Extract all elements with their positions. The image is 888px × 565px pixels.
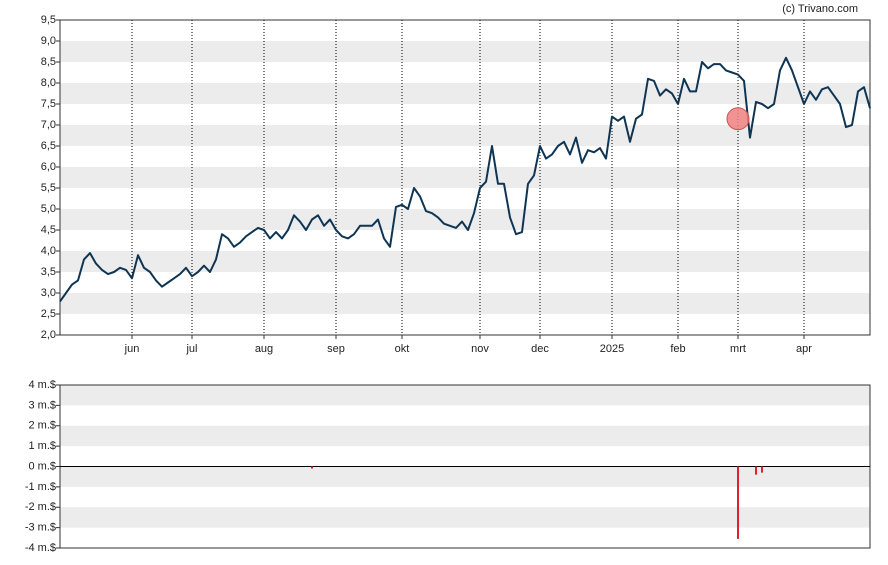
x-tick-label: aug xyxy=(255,343,273,355)
grid-band xyxy=(60,385,870,406)
grid-band xyxy=(60,425,870,447)
x-tick-label: jul xyxy=(185,343,197,355)
grid-band xyxy=(60,167,870,188)
grid-band xyxy=(60,83,870,104)
y-tick-label: -1 m.$ xyxy=(25,481,56,493)
x-tick-label: apr xyxy=(796,343,812,355)
y-tick-label: 6,0 xyxy=(41,161,56,173)
y-tick-label: 9,5 xyxy=(41,14,56,26)
y-tick-label: 2,5 xyxy=(41,308,56,320)
y-tick-label: -2 m.$ xyxy=(25,501,56,513)
y-tick-label: 3,0 xyxy=(41,287,56,299)
y-tick-label: -3 m.$ xyxy=(25,522,56,534)
y-tick-label: 4,5 xyxy=(41,224,56,236)
y-tick-label: 4 m.$ xyxy=(28,379,56,391)
y-tick-label: 2,0 xyxy=(41,329,56,341)
grid-band xyxy=(60,293,870,314)
grid-band xyxy=(60,507,870,528)
y-tick-label: -4 m.$ xyxy=(25,542,56,554)
y-tick-label: 5,5 xyxy=(41,182,56,194)
y-tick-label: 7,0 xyxy=(41,119,56,131)
x-tick-label: nov xyxy=(471,343,489,355)
highlight-marker xyxy=(726,107,750,131)
grid-band xyxy=(60,209,870,230)
y-tick-label: 8,0 xyxy=(41,77,56,89)
y-tick-label: 3 m.$ xyxy=(28,399,56,411)
bar xyxy=(761,466,763,473)
copyright: (c) Trivano.com xyxy=(782,3,858,15)
y-tick-label: 2 m.$ xyxy=(28,420,56,432)
y-tick-label: 8,5 xyxy=(41,56,56,68)
y-tick-label: 5,0 xyxy=(41,203,56,215)
x-tick-label: feb xyxy=(670,343,685,355)
grid-band xyxy=(60,125,870,146)
y-tick-label: 7,5 xyxy=(41,98,56,110)
x-tick-label: jun xyxy=(124,343,140,355)
x-tick-label: dec xyxy=(531,343,549,355)
grid-band xyxy=(60,41,870,62)
price-line xyxy=(59,56,871,302)
bar xyxy=(755,466,757,475)
x-tick-label: mrt xyxy=(730,343,746,355)
y-tick-label: 4,0 xyxy=(41,245,56,257)
y-tick-label: 9,0 xyxy=(41,35,56,47)
plot-frame xyxy=(59,19,871,336)
y-tick-label: 3,5 xyxy=(41,266,56,278)
x-tick-label: sep xyxy=(327,343,345,355)
grid-band xyxy=(60,466,870,487)
x-tick-label: 2025 xyxy=(600,343,624,355)
bar xyxy=(311,466,313,469)
y-tick-label: 1 m.$ xyxy=(28,440,56,452)
bar xyxy=(737,466,739,539)
x-tick-label: okt xyxy=(395,343,410,355)
y-tick-label: 6,5 xyxy=(41,140,56,152)
grid-band xyxy=(60,251,870,272)
y-tick-label: 0 m.$ xyxy=(28,460,56,472)
